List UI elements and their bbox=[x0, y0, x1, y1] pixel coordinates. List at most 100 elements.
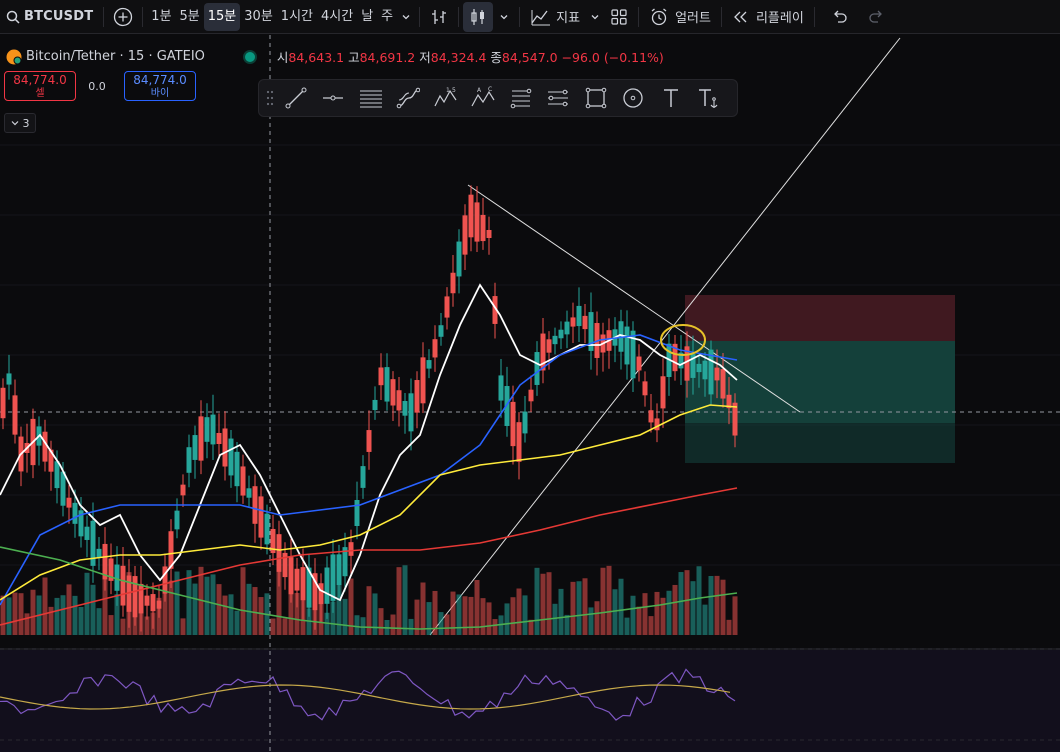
volume-bar bbox=[252, 587, 258, 635]
text-tool[interactable] bbox=[652, 81, 690, 115]
candle-body bbox=[0, 387, 6, 419]
candle-body bbox=[648, 410, 654, 423]
chart-area[interactable]: Bitcoin/Tether · 15 · GATEIO 시84,643.1 고… bbox=[0, 35, 1060, 752]
volume-bar bbox=[120, 618, 126, 635]
volume-bar bbox=[108, 615, 114, 635]
layouts-button[interactable] bbox=[604, 2, 634, 32]
volume-bar bbox=[54, 597, 60, 635]
volume-bar bbox=[258, 597, 264, 635]
candle-body bbox=[690, 354, 696, 378]
candle-body bbox=[234, 451, 240, 487]
volume-bar bbox=[624, 617, 630, 635]
candle-body bbox=[552, 335, 558, 345]
price-chart[interactable] bbox=[0, 35, 1060, 752]
chart-style-dropdown[interactable] bbox=[493, 0, 515, 34]
grid-icon bbox=[610, 8, 628, 26]
candle-body bbox=[354, 500, 360, 526]
low-value: 84,324.4 bbox=[430, 50, 487, 65]
volume-bar bbox=[102, 567, 108, 635]
volume-bar bbox=[654, 591, 660, 635]
timeframe-7[interactable]: 주 bbox=[381, 8, 394, 24]
trend-line-tool[interactable] bbox=[277, 81, 315, 115]
candle-body bbox=[402, 400, 408, 416]
volume-bar bbox=[342, 598, 348, 635]
timeframe-dropdown[interactable] bbox=[397, 0, 415, 34]
volume-bar bbox=[450, 591, 456, 635]
market-status-indicator[interactable] bbox=[242, 49, 257, 64]
candle-body bbox=[144, 595, 150, 606]
timeframe-2[interactable]: 15분 bbox=[203, 2, 241, 31]
compare-symbol-button[interactable] bbox=[108, 2, 138, 32]
candle-body bbox=[408, 393, 414, 432]
drag-handle-tool[interactable] bbox=[263, 81, 277, 115]
candle-body bbox=[84, 526, 90, 540]
undo-button[interactable] bbox=[825, 2, 855, 32]
volume-bar bbox=[18, 593, 24, 635]
collapse-indicators-button[interactable]: 3 bbox=[4, 113, 36, 133]
timeframe-6[interactable]: 날 bbox=[361, 8, 374, 24]
ohlc-values: 시84,643.1 고84,691.2 저84,324.4 종84,547.0 … bbox=[277, 47, 664, 66]
text-icon bbox=[659, 86, 683, 110]
circle-tool[interactable] bbox=[615, 81, 653, 115]
drawn-trend-line bbox=[467, 184, 801, 413]
candle-body bbox=[486, 229, 492, 239]
volume-bar bbox=[504, 603, 510, 635]
volume-bar bbox=[528, 619, 534, 635]
chevron-down-icon bbox=[499, 12, 509, 22]
redo-button[interactable] bbox=[861, 2, 891, 32]
alerts-button[interactable]: 얼러트 bbox=[643, 0, 717, 34]
top-toolbar: BTCUSDT 1분 5분 15분 30분 1시간 4시간 날 주 지표 얼러트 리플레이 bbox=[0, 0, 1060, 34]
volume-bar bbox=[696, 566, 702, 635]
candle-chart-style-button[interactable] bbox=[463, 1, 494, 32]
anchored-text-tool[interactable] bbox=[690, 81, 728, 115]
indicators-dropdown[interactable] bbox=[586, 0, 604, 34]
trade-panel: 84,774.0 셀 0.0 84,774.0 바이 bbox=[4, 71, 196, 101]
candle-body bbox=[642, 381, 648, 396]
parallel-channel-tool[interactable] bbox=[352, 81, 390, 115]
candle-body bbox=[270, 528, 276, 554]
candle-body bbox=[702, 360, 708, 380]
candle-body bbox=[282, 552, 288, 578]
fib-retracement-tool[interactable] bbox=[502, 81, 540, 115]
volume-bar bbox=[492, 619, 498, 635]
volume-bar bbox=[210, 574, 216, 635]
candle-body bbox=[474, 202, 480, 242]
replay-button[interactable]: 리플레이 bbox=[726, 0, 810, 34]
timeframe-4[interactable]: 1시간 bbox=[280, 8, 313, 24]
volume-bar bbox=[546, 572, 552, 635]
candle-body bbox=[396, 390, 402, 411]
bar-chart-style-button[interactable] bbox=[424, 2, 454, 32]
sell-button[interactable]: 84,774.0 셀 bbox=[4, 71, 76, 101]
volume-bar bbox=[228, 594, 234, 635]
volume-bar bbox=[318, 585, 324, 635]
rsi-pane bbox=[0, 650, 1060, 752]
timeframe-1[interactable]: 5분 bbox=[179, 8, 200, 24]
indicators-button[interactable]: 지표 bbox=[524, 0, 586, 34]
timeframe-5[interactable]: 4시간 bbox=[321, 8, 354, 24]
svg-text:A: A bbox=[477, 87, 482, 94]
candle-body bbox=[450, 272, 456, 294]
symbol-legend: Bitcoin/Tether · 15 · GATEIO 시84,643.1 고… bbox=[6, 47, 664, 66]
chevron-down-icon bbox=[11, 119, 19, 127]
candle-body bbox=[570, 317, 576, 327]
candle-body bbox=[342, 547, 348, 577]
candle-body bbox=[246, 488, 252, 498]
candle-body bbox=[462, 215, 468, 255]
timeframe-0[interactable]: 1분 bbox=[151, 8, 172, 24]
volume-bar bbox=[354, 615, 360, 635]
pitchfork-tool[interactable] bbox=[540, 81, 578, 115]
symbol-search[interactable]: BTCUSDT bbox=[0, 0, 99, 34]
buy-button[interactable]: 84,774.0 바이 bbox=[124, 71, 196, 101]
volume-bar bbox=[204, 576, 210, 635]
divider bbox=[103, 6, 105, 27]
timeframe-3[interactable]: 30분 bbox=[244, 8, 273, 24]
volume-bar bbox=[72, 595, 78, 635]
volume-bar bbox=[576, 581, 582, 635]
horizontal-ray-tool[interactable] bbox=[315, 81, 353, 115]
rectangle-tool[interactable] bbox=[577, 81, 615, 115]
candle-body bbox=[522, 411, 528, 434]
curve-tool[interactable] bbox=[390, 81, 428, 115]
